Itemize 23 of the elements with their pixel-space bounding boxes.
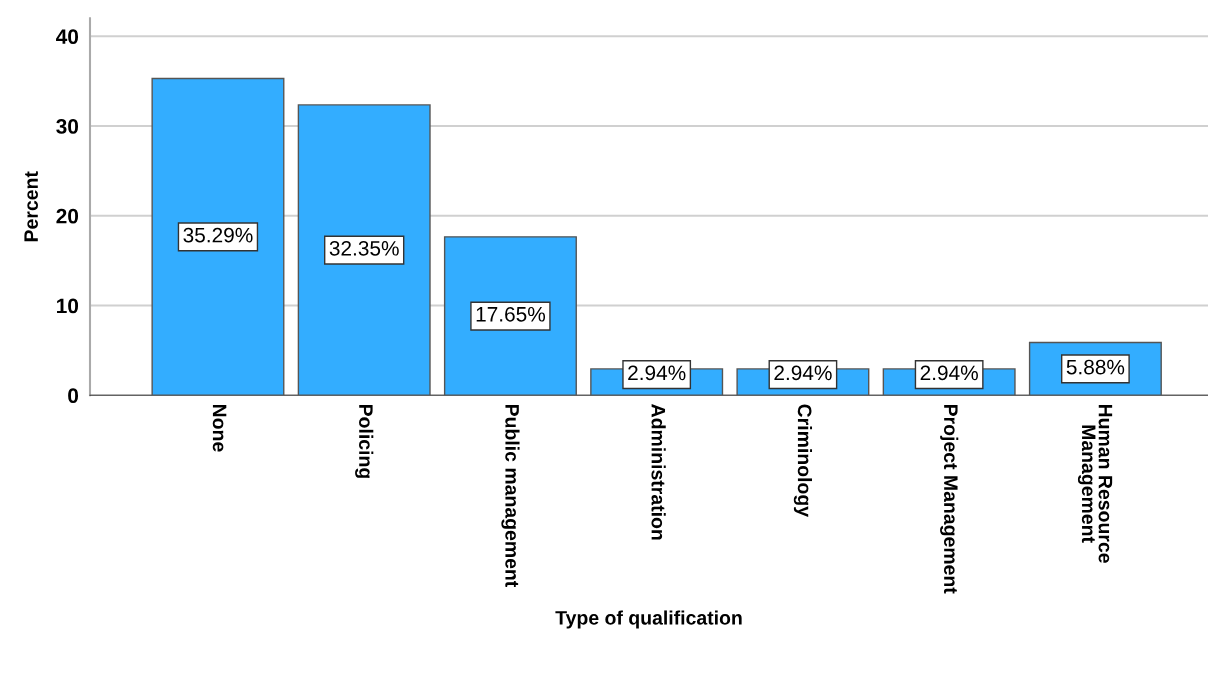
y-axis-title: Percent <box>24 171 38 242</box>
data-label: 5.88% <box>1066 359 1125 375</box>
y-tick-label: 30 <box>56 119 79 134</box>
data-label: 32.35% <box>329 240 399 256</box>
x-tick-label: Public management <box>501 404 520 588</box>
data-label: 2.94% <box>920 365 978 381</box>
bar <box>151 77 285 396</box>
x-tick-label: None <box>212 404 227 452</box>
y-tick-label: 20 <box>56 208 79 224</box>
data-label: 2.94% <box>774 365 832 381</box>
y-tick-label: 10 <box>57 298 79 314</box>
x-tick-label: Project Management <box>940 404 959 594</box>
x-axis-title: Type of qualification <box>555 610 742 629</box>
y-tick-label: 0 <box>68 388 79 404</box>
x-tick-label: Policing <box>355 404 374 478</box>
data-label: 2.94% <box>628 365 686 381</box>
x-tick-label: Human Resource Management <box>1077 404 1113 563</box>
data-label: 35.29% <box>183 227 253 243</box>
bar <box>297 104 431 396</box>
data-label: 17.65% <box>476 306 546 322</box>
y-tick-label: 40 <box>56 29 79 45</box>
x-tick-label: Criminology <box>793 404 813 517</box>
x-tick-label: Administration <box>651 404 666 540</box>
